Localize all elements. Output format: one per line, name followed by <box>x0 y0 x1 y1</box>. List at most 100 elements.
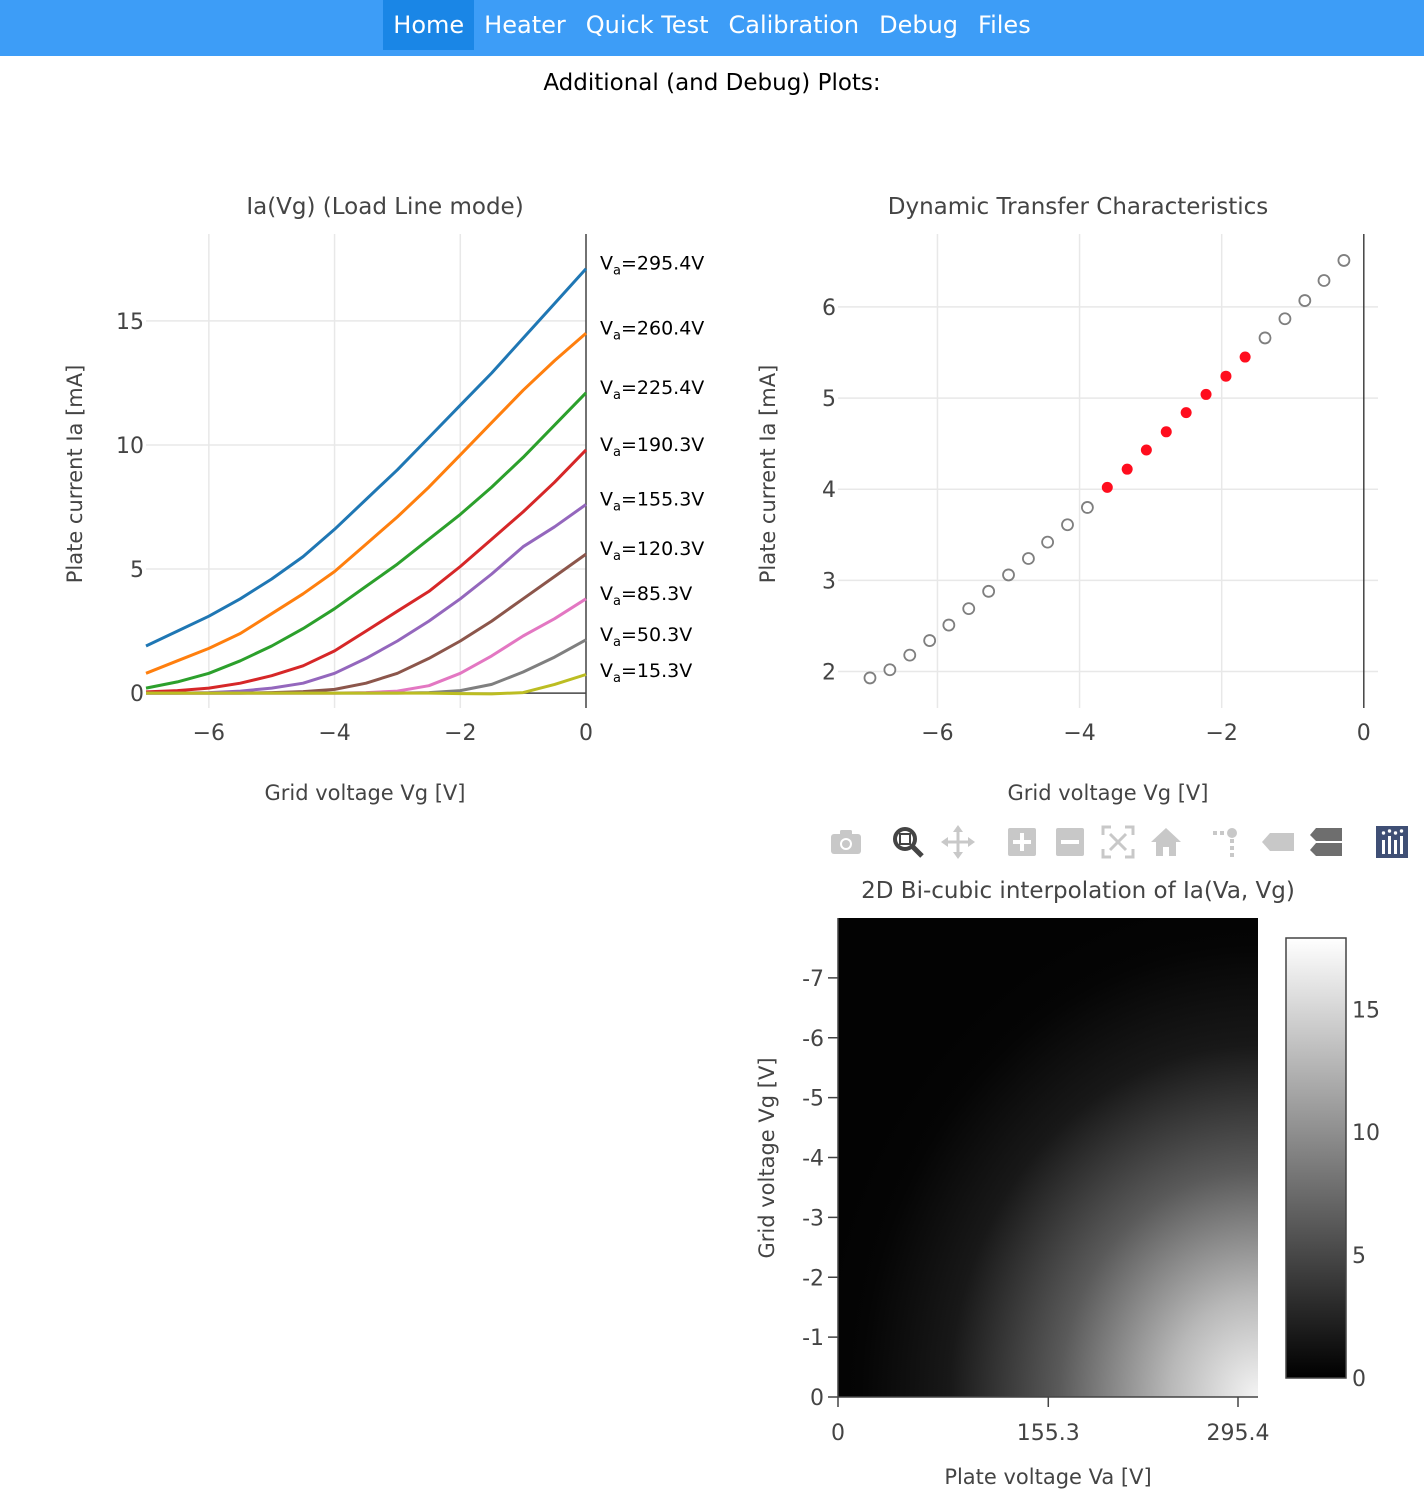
chart2-point[interactable] <box>1337 254 1351 267</box>
chart2-ytick: 2 <box>822 661 836 686</box>
heatmap-chart[interactable]: 2D Bi-cubic interpolation of Ia(Va, Vg) … <box>755 878 1380 1489</box>
chart1-series-label: Va=295.4V <box>600 253 704 279</box>
chart1-xtick: 0 <box>579 721 593 746</box>
chart1-series-label: Va=190.3V <box>600 434 704 460</box>
chart1-ylabel: Plate current Ia [mA] <box>63 365 87 584</box>
chart2-point[interactable] <box>1317 274 1331 287</box>
ia-vg-chart[interactable]: Ia(Vg) (Load Line mode) −6 −4 −2 0 0 5 10 15 Va… <box>63 194 704 805</box>
colorbar-tick: 0 <box>1352 1367 1366 1392</box>
chart3-title: 2D Bi-cubic interpolation of Ia(Va, Vg) <box>861 878 1295 904</box>
chart2-ytick: 6 <box>822 296 836 321</box>
chart3-ytick: -3 <box>802 1206 824 1231</box>
nav-quick-test[interactable]: Quick Test <box>585 11 709 39</box>
chart2-point[interactable] <box>863 671 877 685</box>
chart2-point[interactable] <box>942 618 956 632</box>
chart3-xtick: 0 <box>831 1421 845 1446</box>
chart1-ytick: 10 <box>116 434 144 459</box>
chart2-point-highlight[interactable] <box>1239 351 1251 363</box>
chart2-point[interactable] <box>1258 331 1272 345</box>
nav-files[interactable]: Files <box>978 11 1031 39</box>
chart2-xtick: 0 <box>1357 721 1371 746</box>
chart1-series-line[interactable] <box>146 503 587 695</box>
chart3-ytick: -1 <box>802 1326 824 1351</box>
chart1-series-label: Va=225.4V <box>600 377 704 403</box>
chart2-ytick: 3 <box>822 569 836 594</box>
colorbar <box>1285 937 1347 1379</box>
chart2-point[interactable] <box>883 663 897 677</box>
heatmap-surface[interactable] <box>838 918 1258 1397</box>
camera-icon[interactable] <box>828 824 864 860</box>
nav-heater[interactable]: Heater <box>484 11 566 39</box>
reset-axes-icon[interactable] <box>1148 824 1184 860</box>
chart3-ytick: -7 <box>802 967 824 992</box>
chart1-series-line[interactable] <box>145 448 588 694</box>
chart1-series-label: Va=85.3V <box>600 583 692 609</box>
chart1-ytick: 0 <box>130 682 144 707</box>
chart2-point[interactable] <box>1002 568 1015 582</box>
chart1-xlabel: Grid voltage Vg [V] <box>264 781 465 805</box>
chart3-ytick: -5 <box>802 1087 824 1112</box>
zoom-icon[interactable] <box>890 824 926 860</box>
chart2-point-highlight[interactable] <box>1140 444 1152 456</box>
page-title: Additional (and Debug) Plots: <box>543 70 881 96</box>
spike-lines-icon[interactable] <box>1208 824 1244 860</box>
nav-debug[interactable]: Debug <box>879 11 959 39</box>
chart2-point[interactable] <box>1061 518 1074 532</box>
nav-calibration[interactable]: Calibration <box>728 11 860 39</box>
chart2-point[interactable] <box>1298 294 1312 307</box>
nav-home[interactable]: Home <box>383 0 475 50</box>
chart1-xtick: −6 <box>193 721 225 746</box>
hover-compare-icon[interactable] <box>1308 824 1344 860</box>
zoom-in-icon[interactable] <box>1004 824 1040 860</box>
chart3-xtick: 295.4 <box>1207 1421 1270 1446</box>
chart2-point-highlight[interactable] <box>1180 407 1192 419</box>
chart2-point-highlight[interactable] <box>1121 463 1133 475</box>
chart3-ytick: 0 <box>810 1386 824 1411</box>
chart2-point[interactable] <box>923 634 937 647</box>
chart2-point[interactable] <box>962 602 976 616</box>
chart2-ylabel: Plate current Ia [mA] <box>756 365 780 584</box>
chart2-point[interactable] <box>982 584 996 598</box>
chart2-xtick: −6 <box>921 721 953 746</box>
chart3-xtick: 155.3 <box>1017 1421 1080 1446</box>
chart2-point[interactable] <box>1080 501 1094 514</box>
chart2-xtick: −4 <box>1063 721 1095 746</box>
chart2-point-highlight[interactable] <box>1200 388 1212 400</box>
chart1-ytick: 5 <box>130 558 144 583</box>
pan-icon[interactable] <box>940 824 976 860</box>
transfer-chart[interactable]: Dynamic Transfer Characteristics −6 −4 −2 0… <box>756 194 1378 805</box>
chart3-ytick: -4 <box>802 1147 824 1172</box>
chart1-series-line[interactable] <box>146 673 587 696</box>
chart1-series-line[interactable] <box>145 267 588 648</box>
zoom-out-icon[interactable] <box>1052 824 1088 860</box>
chart2-point[interactable] <box>1041 535 1055 549</box>
colorbar-tick: 15 <box>1352 998 1380 1023</box>
plotly-logo-icon[interactable] <box>1374 824 1410 860</box>
chart2-ytick: 5 <box>822 387 836 412</box>
chart2-title: Dynamic Transfer Characteristics <box>888 194 1269 220</box>
chart1-xtick: −4 <box>318 721 350 746</box>
top-navbar: Home Heater Quick Test Calibration Debug… <box>0 0 1424 56</box>
chart2-point[interactable] <box>1022 552 1035 565</box>
chart1-series-line[interactable] <box>145 391 588 690</box>
chart2-point-highlight[interactable] <box>1101 481 1113 493</box>
hover-closest-icon[interactable] <box>1260 824 1296 860</box>
chart2-point[interactable] <box>903 648 917 662</box>
chart2-xtick: −2 <box>1205 721 1237 746</box>
chart2-point-highlight[interactable] <box>1160 426 1172 438</box>
chart2-xlabel: Grid voltage Vg [V] <box>1007 781 1208 805</box>
chart1-series-line[interactable] <box>145 332 587 675</box>
chart1-title: Ia(Vg) (Load Line mode) <box>246 194 523 220</box>
chart1-series-label: Va=50.3V <box>600 624 692 650</box>
chart1-series-label: Va=260.4V <box>600 317 704 343</box>
chart2-point[interactable] <box>1278 312 1292 326</box>
autoscale-icon[interactable] <box>1100 824 1136 860</box>
chart3-ylabel: Grid voltage Vg [V] <box>755 1057 779 1258</box>
colorbar-tick: 5 <box>1352 1244 1366 1269</box>
chart2-point-highlight[interactable] <box>1220 370 1232 382</box>
plot-modebar <box>826 824 1416 864</box>
chart1-ytick: 15 <box>116 310 144 335</box>
chart1-xtick: −2 <box>444 721 476 746</box>
colorbar-tick: 10 <box>1352 1121 1380 1146</box>
